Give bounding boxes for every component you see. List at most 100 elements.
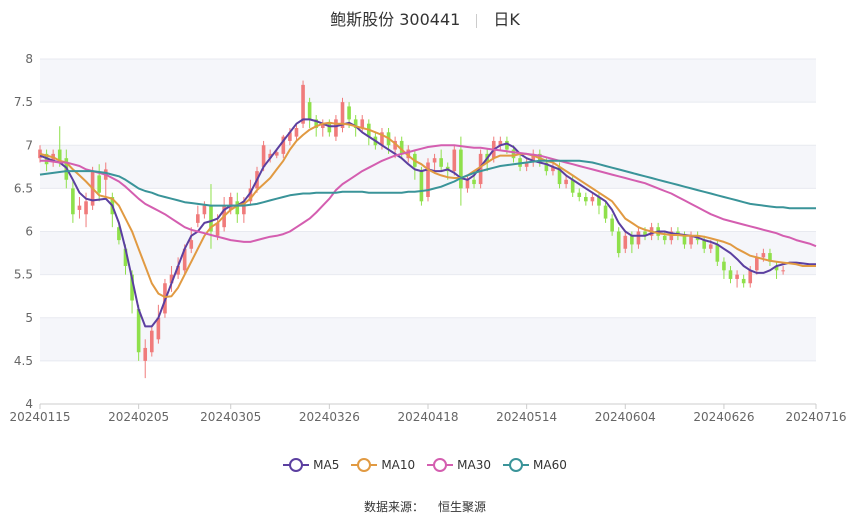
legend-item-ma10[interactable]: MA10 bbox=[351, 458, 415, 472]
candle-up bbox=[38, 149, 42, 159]
candle-up bbox=[524, 162, 529, 167]
candle-down bbox=[768, 253, 772, 262]
candle-down bbox=[71, 188, 75, 215]
candle-up bbox=[452, 149, 457, 172]
y-tick-label: 4.5 bbox=[14, 354, 33, 368]
series-line-ma60 bbox=[39, 159, 816, 210]
candle-up bbox=[143, 347, 148, 361]
legend-marker bbox=[283, 458, 310, 472]
source-label: 数据来源： bbox=[363, 500, 424, 514]
candle-down bbox=[728, 270, 733, 279]
candle-up bbox=[215, 222, 220, 236]
candle-up bbox=[334, 119, 338, 137]
stock-name: 鲍斯股份 300441 bbox=[330, 10, 461, 29]
candle-down bbox=[610, 218, 614, 232]
x-tick-label: 20240205 bbox=[108, 410, 169, 424]
candle-down bbox=[722, 261, 726, 271]
candle-down bbox=[136, 309, 141, 353]
candle-up bbox=[735, 274, 739, 279]
candle-up bbox=[564, 179, 568, 185]
candle-up bbox=[156, 317, 161, 340]
candle-up bbox=[623, 235, 628, 249]
candle-down bbox=[616, 231, 621, 254]
candle-down bbox=[314, 119, 319, 128]
candle-up bbox=[761, 253, 766, 258]
x-tick-label: 20240418 bbox=[397, 410, 458, 424]
candle-down bbox=[682, 235, 687, 245]
legend-marker bbox=[351, 458, 378, 472]
x-tick-label: 20240716 bbox=[785, 410, 846, 424]
candle-down bbox=[353, 119, 358, 128]
candle-down bbox=[544, 162, 549, 172]
candle-up bbox=[498, 140, 503, 146]
candle-down bbox=[577, 192, 582, 197]
y-tick-label: 6 bbox=[25, 225, 33, 239]
candle-up bbox=[182, 248, 187, 271]
candle-down bbox=[209, 205, 213, 232]
candle-down bbox=[570, 179, 575, 193]
candle-up bbox=[708, 244, 713, 249]
candle-up bbox=[781, 270, 785, 272]
y-tick-label: 6.5 bbox=[14, 181, 33, 195]
x-tick-label: 20240626 bbox=[693, 410, 754, 424]
candle-up bbox=[590, 197, 595, 202]
candle-up bbox=[393, 140, 397, 150]
candle-down bbox=[472, 179, 476, 185]
legend-item-ma60[interactable]: MA60 bbox=[503, 458, 567, 472]
candle-down bbox=[511, 149, 516, 159]
chart-title: 鲍斯股份 300441 日K bbox=[0, 6, 850, 30]
grid-band bbox=[40, 317, 816, 361]
legend-item-ma5[interactable]: MA5 bbox=[283, 458, 339, 472]
candle-up bbox=[380, 132, 384, 146]
candle-down bbox=[774, 266, 779, 271]
candle-down bbox=[662, 235, 667, 241]
candle-down bbox=[702, 240, 707, 249]
candle-up bbox=[636, 231, 641, 245]
legend-label: MA5 bbox=[313, 458, 340, 472]
y-tick-label: 7.5 bbox=[14, 95, 33, 109]
candle-up bbox=[189, 240, 194, 249]
candle-up bbox=[274, 152, 279, 156]
candle-down bbox=[419, 171, 424, 202]
candle-up bbox=[176, 266, 180, 275]
candle-down bbox=[307, 102, 312, 120]
candle-up bbox=[196, 214, 200, 223]
x-tick-label: 20240115 bbox=[9, 410, 70, 424]
y-tick-label: 4 bbox=[25, 397, 33, 411]
candle-down bbox=[327, 123, 332, 133]
candle-up bbox=[248, 188, 253, 202]
x-tick-label: 20240514 bbox=[496, 410, 557, 424]
y-tick-label: 7 bbox=[25, 138, 33, 152]
candle-up bbox=[169, 274, 174, 284]
candle-down bbox=[117, 227, 121, 241]
candle-up bbox=[77, 205, 82, 210]
legend-item-ma30[interactable]: MA30 bbox=[427, 458, 491, 472]
candle-down bbox=[459, 149, 463, 189]
x-tick-label: 20240604 bbox=[595, 410, 656, 424]
candle-up bbox=[531, 153, 536, 163]
candle-up bbox=[228, 197, 233, 210]
candle-up bbox=[478, 153, 483, 185]
legend-marker bbox=[427, 458, 454, 472]
candle-down bbox=[123, 248, 128, 266]
candle-up bbox=[281, 136, 286, 154]
candle-up bbox=[406, 149, 411, 159]
candle-down bbox=[643, 231, 647, 236]
series-line-ma10 bbox=[39, 121, 816, 298]
candle-up bbox=[320, 123, 325, 128]
candle-down bbox=[505, 140, 509, 150]
candle-down bbox=[439, 158, 443, 167]
candle-up bbox=[360, 119, 365, 128]
candle-up bbox=[748, 270, 753, 284]
data-source: 数据来源： 恒生聚源 bbox=[0, 498, 850, 515]
candle-down bbox=[597, 197, 601, 206]
candle-down bbox=[715, 244, 720, 262]
grid-band bbox=[40, 231, 816, 275]
candle-up bbox=[465, 179, 470, 189]
candle-up bbox=[84, 201, 88, 215]
period-label: 日K bbox=[493, 10, 520, 29]
chart-legend: MA5 MA10 MA30 MA60 bbox=[0, 458, 850, 475]
candle-down bbox=[97, 175, 101, 193]
candle-up bbox=[288, 132, 292, 141]
candle-up bbox=[426, 162, 430, 197]
